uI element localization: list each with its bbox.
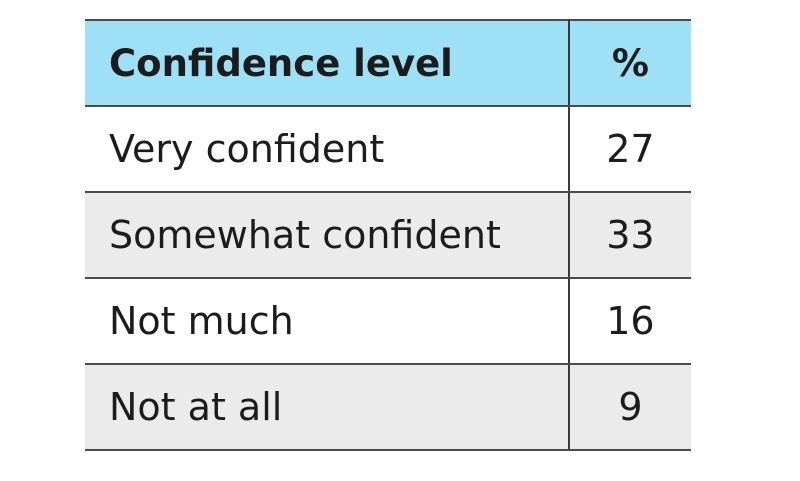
confidence-table-container: Confidence level % Very confident 27 Som…: [85, 19, 691, 451]
row-label: Very confident: [85, 105, 570, 193]
row-label: Not at all: [85, 363, 570, 451]
header-confidence-level: Confidence level: [85, 19, 570, 107]
confidence-table: Confidence level % Very confident 27 Som…: [85, 19, 691, 451]
row-value: 33: [568, 191, 691, 279]
row-label: Somewhat confident: [85, 191, 570, 279]
header-row: Confidence level %: [85, 19, 691, 107]
row-value: 9: [568, 363, 691, 451]
table-row: Not at all 9: [85, 363, 691, 451]
table-header: Confidence level %: [85, 19, 691, 107]
table-row: Very confident 27: [85, 105, 691, 193]
table-row: Somewhat confident 33: [85, 191, 691, 279]
row-label: Not much: [85, 277, 570, 365]
table-row: Not much 16: [85, 277, 691, 365]
row-value: 16: [568, 277, 691, 365]
header-percent: %: [568, 19, 691, 107]
row-value: 27: [568, 105, 691, 193]
table-body: Very confident 27 Somewhat confident 33 …: [85, 105, 691, 451]
